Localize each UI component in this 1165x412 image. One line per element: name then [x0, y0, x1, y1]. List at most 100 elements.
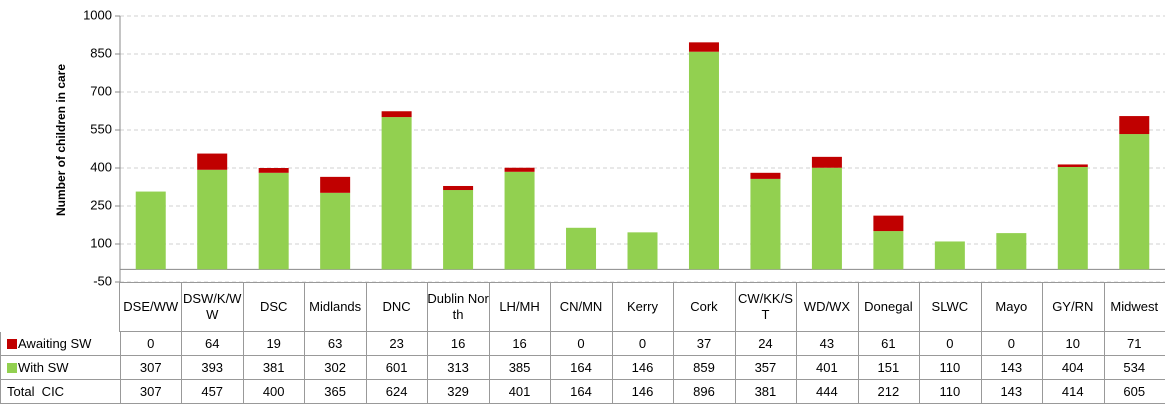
bar-segment: [443, 185, 474, 191]
bar-segment: [443, 190, 474, 270]
y-axis-label: Number of children in care: [54, 64, 68, 216]
category-label: Midwest: [1103, 282, 1165, 332]
table-value: 43: [796, 332, 859, 356]
category-label: Cork: [673, 282, 736, 332]
bar-segment: [1119, 116, 1150, 135]
table-value: 64: [181, 332, 244, 356]
legend-key: [7, 338, 17, 349]
table-value: 385: [488, 356, 552, 380]
y-tick-label: 550: [90, 121, 112, 136]
category-label: LH/MH: [488, 282, 552, 332]
category-label: GY/RN: [1042, 282, 1105, 332]
row-label: Awaiting SW: [0, 332, 121, 356]
table-value: 0: [980, 332, 1044, 356]
category-label: DSW/K/WW: [181, 282, 244, 332]
table-value: 381: [242, 356, 306, 380]
table-value: 601: [365, 356, 429, 380]
table-value: 212: [857, 380, 921, 404]
y-tick-label: -50: [93, 273, 112, 288]
legend-label: With SW: [18, 359, 69, 375]
y-tick-label: 1000: [83, 7, 112, 22]
bar-segment: [320, 176, 351, 193]
table-value: 393: [181, 356, 244, 380]
legend-label: Total CIC: [7, 383, 65, 399]
y-tick-label: 850: [90, 45, 112, 60]
table-value: 164: [550, 380, 613, 404]
bar-segment: [811, 167, 842, 270]
bar-segment: [934, 241, 965, 270]
table-value: 357: [734, 356, 798, 380]
category-label: SLWC: [919, 282, 982, 332]
category-label: Mayo: [980, 282, 1044, 332]
bar-segment: [750, 178, 781, 270]
bar-segment: [504, 167, 535, 172]
table-value: 23: [365, 332, 429, 356]
table-value: 63: [304, 332, 367, 356]
table-value: 0: [919, 332, 982, 356]
bar-segment: [1057, 166, 1088, 270]
category-label: DNC: [365, 282, 429, 332]
bar-segment: [258, 172, 289, 270]
bar-segment: [197, 153, 228, 170]
table-value: 307: [120, 356, 183, 380]
bar-segment: [688, 42, 719, 52]
table-value: 534: [1103, 356, 1165, 380]
category-label: CN/MN: [550, 282, 613, 332]
table-value: 110: [919, 356, 982, 380]
row-label: With SW: [0, 356, 121, 380]
table-value: 143: [980, 356, 1044, 380]
table-value: 307: [120, 380, 183, 404]
bar-segment: [381, 111, 412, 118]
category-label: CW/KK/ST: [734, 282, 798, 332]
y-tick-label: 100: [90, 235, 112, 250]
bar-segment: [811, 156, 842, 168]
table-value: 457: [181, 380, 244, 404]
table-value: 624: [365, 380, 429, 404]
bar-segment: [566, 227, 597, 270]
bar-segment: [1119, 134, 1150, 270]
row-label: Total CIC: [0, 380, 121, 404]
table-value: 164: [550, 356, 613, 380]
table-value: 16: [488, 332, 552, 356]
table-value: 71: [1103, 332, 1165, 356]
table-value: 313: [427, 356, 490, 380]
table-value: 16: [427, 332, 490, 356]
table-value: 365: [304, 380, 367, 404]
bar-segment: [688, 51, 719, 270]
table-value: 302: [304, 356, 367, 380]
legend-label: Awaiting SW: [18, 335, 92, 351]
table-value: 859: [673, 356, 736, 380]
bar-segment: [873, 215, 904, 232]
bar-segment: [197, 169, 228, 270]
table-value: 0: [550, 332, 613, 356]
table-value: 414: [1042, 380, 1105, 404]
table-value: 381: [734, 380, 798, 404]
table-value: 24: [734, 332, 798, 356]
table-value: 146: [611, 380, 675, 404]
y-tick-label: 250: [90, 197, 112, 212]
y-tick-label: 400: [90, 159, 112, 174]
category-label: DSE/WW: [120, 282, 183, 332]
table-value: 37: [673, 332, 736, 356]
bar-segment: [258, 168, 289, 173]
category-label: Midlands: [304, 282, 367, 332]
table-value: 401: [488, 380, 552, 404]
table-value: 404: [1042, 356, 1105, 380]
table-value: 151: [857, 356, 921, 380]
bar-segment: [627, 232, 658, 270]
table-value: 896: [673, 380, 736, 404]
table-value: 329: [427, 380, 490, 404]
category-label: Dublin North: [427, 282, 490, 332]
table-value: 444: [796, 380, 859, 404]
category-label: DSC: [242, 282, 306, 332]
bar-segment: [750, 172, 781, 179]
table-value: 605: [1103, 380, 1165, 404]
legend-key: [7, 362, 17, 373]
table-value: 0: [120, 332, 183, 356]
bar-segment: [504, 171, 535, 270]
y-tick-label: 700: [90, 83, 112, 98]
table-value: 10: [1042, 332, 1105, 356]
table-value: 143: [980, 380, 1044, 404]
category-label: Kerry: [611, 282, 675, 332]
